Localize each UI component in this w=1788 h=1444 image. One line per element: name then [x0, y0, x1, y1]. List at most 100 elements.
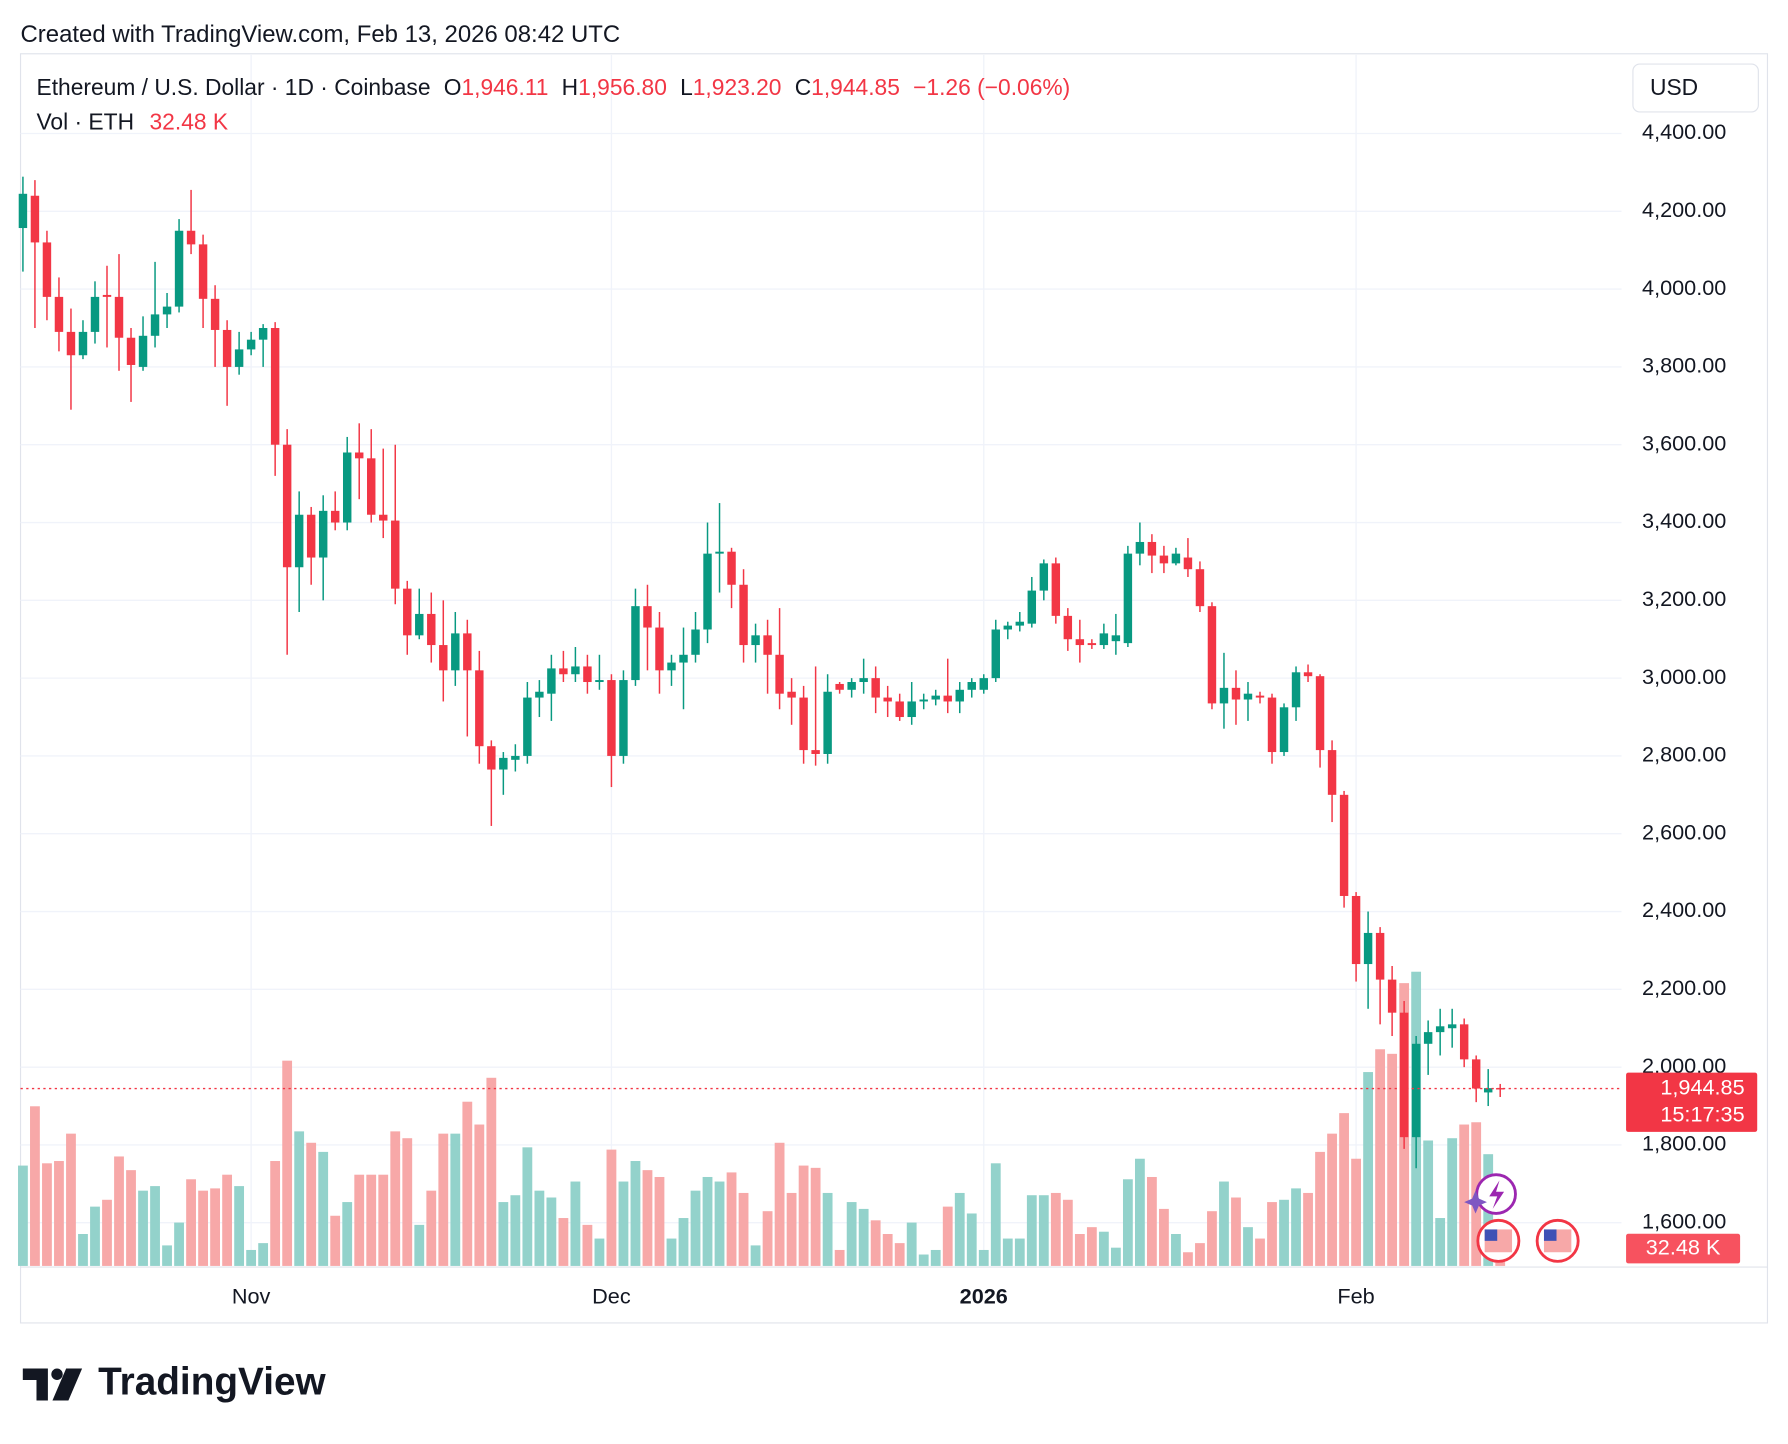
volume-bar: [210, 1188, 220, 1266]
volume-bar: [66, 1133, 76, 1266]
volume-bar: [678, 1218, 689, 1266]
flag-icon[interactable]: [1535, 1218, 1580, 1263]
volume-bar: [54, 1161, 64, 1266]
volume-bar: [618, 1181, 629, 1266]
volume-bar: [138, 1190, 148, 1266]
candle-body: [210, 298, 220, 330]
x-tick-label: Nov: [232, 1284, 271, 1309]
volume-bar: [642, 1170, 653, 1266]
flag-icon[interactable]: [1476, 1218, 1521, 1263]
volume-bar: [1074, 1233, 1085, 1266]
volume-bar: [1122, 1179, 1133, 1266]
candle-body: [1195, 569, 1205, 607]
volume-bar: [270, 1161, 281, 1266]
volume-bar: [78, 1233, 88, 1266]
candle-body: [54, 296, 64, 332]
volume-bar: [1459, 1124, 1470, 1266]
volume-bar: [594, 1238, 605, 1266]
candle-body: [367, 458, 376, 515]
volume-bar: [90, 1206, 100, 1266]
candle-body: [342, 452, 352, 523]
candle-body: [823, 691, 832, 754]
volume-bar: [918, 1254, 929, 1266]
flag-canton: [1543, 1229, 1557, 1241]
y-tick-label: 2,600.00: [1642, 819, 1726, 844]
candle-body: [931, 695, 940, 700]
ohlc-key: O: [444, 74, 462, 100]
candle-body: [1483, 1088, 1493, 1093]
volume-bar: [786, 1192, 797, 1266]
candle-body: [619, 680, 628, 756]
ohlc-value: 1,923.20: [693, 74, 782, 100]
volume-bar: [1207, 1211, 1217, 1266]
volume-bar: [858, 1208, 869, 1266]
candle-body: [270, 328, 280, 445]
candle-body: [1375, 932, 1385, 980]
volume-bar: [1435, 1218, 1446, 1266]
candle-body: [1303, 672, 1313, 677]
volume-bar: [738, 1192, 749, 1266]
candle-body: [907, 701, 916, 718]
candle-body: [991, 629, 1000, 679]
candle-body: [1123, 553, 1133, 644]
volume-bar: [450, 1133, 461, 1266]
candle-body: [403, 588, 412, 636]
candle-body: [18, 193, 28, 229]
volume-bar: [1267, 1202, 1277, 1266]
volume-bar: [834, 1249, 845, 1266]
volume-bar: [222, 1174, 233, 1266]
volume-bar: [1327, 1133, 1337, 1266]
candle-body: [943, 695, 952, 702]
candle-body: [1147, 541, 1157, 556]
logo-mark: [22, 1368, 48, 1401]
candle-body: [1183, 557, 1193, 570]
candle-body: [1471, 1059, 1481, 1089]
volume-bar: [330, 1215, 341, 1266]
volume-bar: [1291, 1188, 1301, 1266]
volume-bar: [774, 1142, 785, 1266]
candle-body: [90, 296, 100, 332]
candle-body: [78, 331, 88, 356]
candle-body: [1051, 563, 1061, 616]
candle-body: [715, 551, 724, 554]
volume-name: Vol · ETH: [36, 108, 134, 134]
candle-body: [451, 633, 460, 671]
candle-body: [691, 629, 700, 655]
logo-text: TradingView: [98, 1361, 326, 1404]
volume-bar: [798, 1165, 809, 1266]
candle-body: [1003, 625, 1013, 630]
volume-bar: [1134, 1158, 1145, 1266]
y-tick-label: 3,800.00: [1642, 353, 1726, 378]
candle-body: [391, 520, 400, 589]
volume-bar: [378, 1174, 389, 1266]
volume-bar: [822, 1192, 833, 1266]
volume-bar: [570, 1181, 581, 1266]
volume-bar: [810, 1167, 821, 1266]
volume-bar: [1171, 1233, 1181, 1266]
volume-bar: [498, 1202, 509, 1266]
volume-legend: Vol · ETH 32.48 K: [36, 108, 228, 134]
volume-bar: [1038, 1195, 1049, 1266]
candle-body: [234, 349, 244, 367]
volume-bar: [474, 1124, 485, 1266]
candle-body: [607, 680, 616, 756]
candle-body: [1447, 1024, 1457, 1029]
candle-body: [1219, 687, 1229, 704]
candle-body: [102, 294, 112, 297]
x-tick-label: 2026: [960, 1284, 1008, 1309]
volume-bar: [690, 1190, 701, 1266]
volume-bar: [906, 1222, 917, 1266]
currency-label[interactable]: USD: [1650, 74, 1698, 100]
logo-slash: [52, 1368, 83, 1401]
candle-body: [787, 691, 796, 698]
volume-bar: [630, 1161, 641, 1266]
ohlc-value: 1,956.80: [578, 74, 667, 100]
volume-bar: [102, 1199, 112, 1266]
volume-bar: [18, 1165, 28, 1266]
candle-body: [643, 606, 652, 628]
candle-body: [1027, 590, 1037, 624]
currency-button[interactable]: [1632, 63, 1759, 113]
volume-bar: [1086, 1227, 1097, 1266]
event-icons: [1464, 1173, 1580, 1263]
volume-bar: [1110, 1247, 1121, 1266]
